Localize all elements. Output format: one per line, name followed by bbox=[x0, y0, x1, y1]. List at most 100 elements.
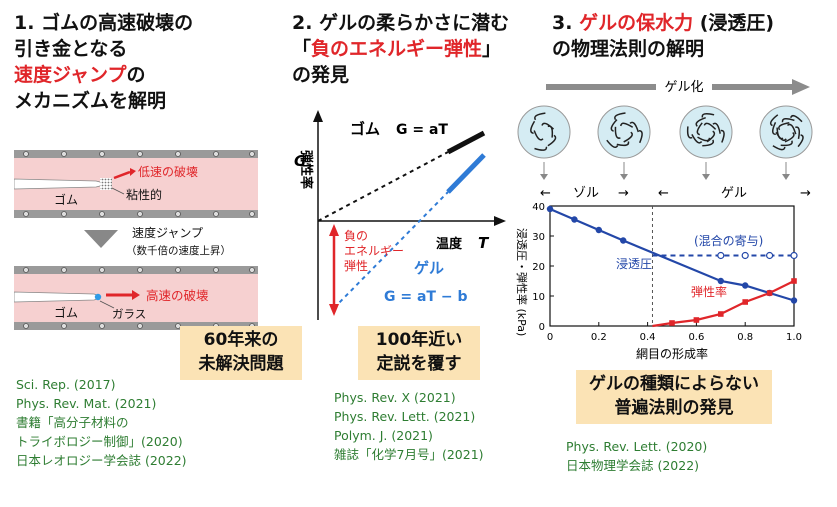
elastic-point bbox=[766, 290, 773, 296]
mixing-point bbox=[717, 251, 725, 260]
annotation-mix: (混合の寄与) bbox=[694, 233, 763, 248]
col1-references: Sci. Rep. (2017) Phys. Rev. Mat. (2021) … bbox=[16, 375, 187, 470]
gel-line-dashed bbox=[333, 191, 449, 309]
network-strand bbox=[702, 139, 715, 147]
y-tick-label: 0 bbox=[539, 322, 545, 333]
network-strand bbox=[614, 112, 626, 121]
mixing-point bbox=[766, 251, 774, 260]
gelation-arrow-icon bbox=[792, 79, 810, 95]
network-strand bbox=[623, 131, 633, 143]
reference: 雑誌「化学7月号」(2021) bbox=[334, 447, 484, 462]
gel-name: ゲル bbox=[414, 259, 444, 277]
y-tick-label: 10 bbox=[532, 292, 545, 303]
network-strand bbox=[720, 129, 725, 143]
network-strand bbox=[797, 134, 804, 148]
network-strand bbox=[769, 114, 779, 127]
network-strand bbox=[695, 116, 706, 127]
rubber-equation: G = aT bbox=[396, 122, 448, 138]
col1-title-line2: 引き金となる bbox=[14, 38, 128, 60]
jump-sub-label: （数千倍の速度上昇） bbox=[126, 244, 231, 257]
y-tick-label: 20 bbox=[532, 262, 545, 273]
network-strand bbox=[703, 122, 717, 130]
network-strand bbox=[547, 134, 557, 147]
osmotic-point bbox=[595, 226, 602, 234]
network-strand bbox=[629, 121, 640, 133]
jump-label: 速度ジャンプ bbox=[132, 225, 203, 240]
fast-crack-label: 高速の破壊 bbox=[146, 288, 209, 303]
y-tick-label: 30 bbox=[532, 232, 545, 243]
col1-number: 1. bbox=[14, 12, 35, 34]
col2-highlight-box: 100年近い 定説を覆す bbox=[358, 326, 480, 380]
legend-elastic: 弾性率 bbox=[691, 284, 727, 299]
mixing-point bbox=[741, 251, 749, 260]
svg-text:エネルギー: エネルギー bbox=[344, 244, 404, 258]
network-strand bbox=[772, 145, 786, 151]
svg-text:弾性: 弾性 bbox=[344, 259, 368, 273]
svg-text:←: ← bbox=[658, 186, 669, 201]
elastic-point bbox=[693, 317, 700, 323]
osmotic-point bbox=[546, 205, 554, 213]
network-strand bbox=[638, 130, 643, 144]
osmotic-point bbox=[790, 297, 798, 304]
network-strand bbox=[610, 119, 618, 132]
sol-label: ゾル bbox=[573, 186, 599, 201]
col3-highlight-box: ゲルの種類によらない 普遍法則の発見 bbox=[576, 370, 772, 424]
x-tick-label: 0.4 bbox=[640, 332, 656, 343]
elastic-point bbox=[791, 278, 797, 284]
network-strand bbox=[775, 131, 787, 142]
osmotic-point bbox=[717, 277, 724, 285]
reference: 書籍「高分子材料の bbox=[16, 415, 129, 430]
reference: Phys. Rev. Mat. (2021) bbox=[16, 396, 157, 411]
y-tick-label: 40 bbox=[532, 202, 545, 213]
network-strand bbox=[686, 126, 693, 139]
network-strand bbox=[691, 134, 703, 144]
network-strand bbox=[697, 136, 711, 142]
osmotic-point bbox=[571, 216, 578, 223]
x-tick-label: 0.6 bbox=[688, 332, 704, 343]
network-strand bbox=[534, 146, 548, 151]
col2-title-red: 負のエネルギー弾性 bbox=[311, 38, 483, 60]
network-strand bbox=[781, 117, 795, 123]
network-strand bbox=[771, 121, 777, 136]
elastic-point bbox=[718, 311, 724, 317]
fast-crack-panel: 高速の破壊 ガラス ゴム bbox=[14, 266, 258, 330]
network-strand bbox=[786, 123, 797, 135]
y-axis-label: 弾性率 bbox=[298, 150, 314, 189]
gel-label: ゲル bbox=[721, 186, 747, 201]
rubber-line-dashed bbox=[317, 151, 449, 222]
network-strand bbox=[795, 126, 801, 140]
network-strand bbox=[712, 122, 721, 134]
viscous-label: 粘性的 bbox=[126, 187, 162, 202]
glass-label: ガラス bbox=[112, 307, 146, 321]
jump-arrow-icon bbox=[84, 230, 118, 248]
svg-text:→: → bbox=[800, 186, 811, 201]
col1-title: 1. ゴムの高速破壊の 引き金となる 速度ジャンプの メカニズムを解明 bbox=[14, 10, 254, 114]
x-tick-label: 0.2 bbox=[591, 332, 607, 343]
network-strand bbox=[696, 122, 703, 136]
network-strand bbox=[534, 112, 546, 121]
mixing-point bbox=[790, 251, 798, 260]
gel-line-solid bbox=[446, 153, 486, 194]
network-strand bbox=[614, 126, 621, 139]
x-tick-label: 1.0 bbox=[786, 332, 802, 343]
reference: Phys. Rev. Lett. (2021) bbox=[334, 409, 476, 424]
reference: Phys. Rev. Lett. (2020) bbox=[566, 439, 708, 454]
network-strand bbox=[541, 122, 555, 130]
col1-title-line1: ゴムの高速破壊の bbox=[41, 12, 194, 34]
network-strand bbox=[701, 112, 715, 118]
col2-references: Phys. Rev. X (2021) Phys. Rev. Lett. (20… bbox=[334, 388, 484, 464]
crack-diagram: 低速の破壊 粘性的 ゴム 速度ジャンプ （数千倍の速度上昇） 高速の破壊 ガラス… bbox=[14, 150, 258, 330]
y-axis-symbol: G bbox=[294, 152, 306, 170]
col1-title-red: 速度ジャンプ bbox=[14, 64, 127, 86]
reference: 日本レオロジー学会誌 (2022) bbox=[16, 453, 187, 468]
reference: 日本物理学会誌 (2022) bbox=[566, 458, 700, 473]
network-strand bbox=[620, 122, 634, 128]
reference: Phys. Rev. X (2021) bbox=[334, 390, 456, 405]
rubber-name: ゴム bbox=[350, 120, 380, 138]
network-strand bbox=[533, 130, 544, 141]
legend-osmotic: 浸透圧 bbox=[616, 257, 652, 271]
slow-crack-label: 低速の破壊 bbox=[138, 164, 198, 179]
col3-title-red: ゲルの保水力 bbox=[579, 12, 694, 34]
network-strand bbox=[606, 139, 619, 149]
network-strand bbox=[616, 141, 630, 147]
